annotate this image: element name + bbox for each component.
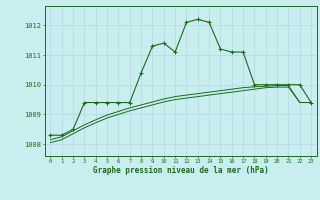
X-axis label: Graphe pression niveau de la mer (hPa): Graphe pression niveau de la mer (hPa)	[93, 166, 269, 175]
